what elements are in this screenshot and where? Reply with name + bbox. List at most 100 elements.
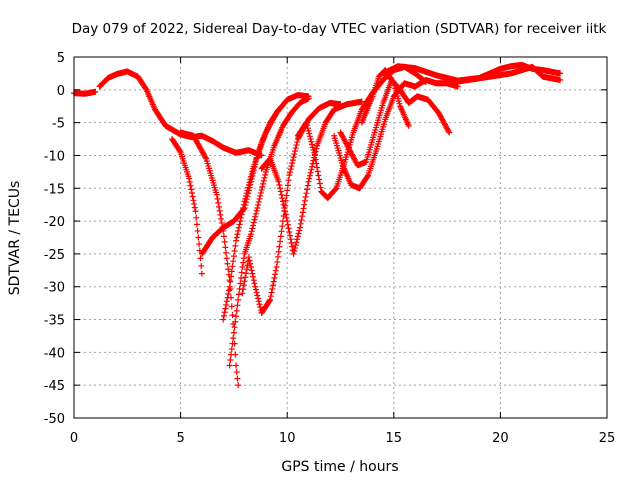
- data-point-marker: [239, 264, 246, 271]
- data-point-marker: [188, 186, 195, 193]
- y-tick-label: -40: [44, 346, 65, 361]
- data-point-marker: [314, 168, 321, 175]
- series-arc-5: [198, 92, 312, 257]
- data-point-marker: [233, 234, 240, 241]
- data-point-marker: [291, 247, 298, 254]
- series-arc-1: [71, 88, 99, 97]
- data-point-marker: [277, 233, 284, 240]
- data-point-marker: [286, 172, 293, 179]
- data-point-marker: [284, 182, 291, 189]
- data-point-marker: [242, 274, 249, 281]
- data-point-marker: [243, 266, 250, 273]
- data-point-marker: [296, 227, 303, 234]
- y-axis-title: SDTVAR / TECUs: [7, 181, 23, 296]
- data-point-marker: [235, 227, 242, 234]
- data-point-marker: [215, 199, 222, 206]
- data-point-marker: [332, 186, 339, 193]
- data-point-marker: [226, 362, 233, 369]
- data-point-marker: [218, 215, 225, 222]
- data-point-marker: [255, 298, 262, 305]
- data-point-marker: [227, 357, 234, 364]
- data-point-marker: [241, 198, 248, 205]
- data-point-marker: [230, 253, 237, 260]
- data-point-marker: [198, 270, 205, 277]
- data-series: [71, 61, 564, 389]
- data-point-marker: [313, 160, 320, 167]
- data-point-marker: [240, 259, 247, 266]
- data-point-marker: [251, 280, 258, 287]
- data-point-marker: [304, 186, 311, 193]
- data-point-marker: [390, 79, 397, 86]
- data-point-marker: [222, 305, 229, 312]
- data-point-marker: [257, 192, 264, 199]
- data-point-marker: [279, 223, 286, 230]
- data-point-marker: [238, 214, 245, 221]
- data-point-marker: [305, 127, 312, 134]
- data-point-marker: [225, 291, 232, 298]
- data-point-marker: [247, 176, 254, 183]
- data-point-marker: [220, 312, 227, 319]
- data-point-marker: [223, 255, 230, 262]
- data-point-marker: [297, 220, 304, 227]
- data-point-marker: [226, 277, 233, 284]
- y-tick-label: -20: [44, 215, 65, 230]
- data-point-marker: [231, 247, 238, 254]
- data-point-marker: [240, 201, 247, 208]
- data-point-marker: [271, 274, 278, 281]
- data-point-marker: [314, 164, 321, 171]
- data-point-marker: [274, 107, 281, 114]
- data-point-marker: [273, 264, 280, 271]
- data-point-marker: [292, 148, 299, 155]
- data-point-marker: [248, 171, 255, 178]
- y-tick-label: -30: [44, 281, 65, 296]
- data-point-marker: [243, 190, 250, 197]
- data-point-marker: [303, 190, 310, 197]
- data-point-marker: [285, 177, 292, 184]
- data-point-marker: [266, 297, 273, 304]
- data-point-marker: [188, 190, 195, 197]
- data-point-marker: [279, 195, 286, 202]
- data-point-marker: [248, 267, 255, 274]
- data-point-marker: [241, 278, 248, 285]
- data-point-marker: [294, 236, 301, 243]
- data-point-marker: [270, 278, 277, 285]
- x-tick-label: 20: [492, 431, 509, 446]
- data-point-marker: [255, 201, 262, 208]
- data-point-marker: [218, 219, 225, 226]
- data-point-marker: [284, 221, 291, 228]
- data-point-marker: [317, 184, 324, 191]
- data-point-marker: [282, 197, 289, 204]
- data-point-marker: [312, 156, 319, 163]
- data-point-marker: [194, 227, 201, 234]
- y-tick-label: -50: [44, 412, 65, 427]
- data-point-marker: [301, 197, 308, 204]
- data-point-marker: [260, 180, 267, 187]
- data-point-marker: [275, 178, 282, 185]
- data-point-marker: [304, 125, 311, 132]
- y-tick-label: -25: [44, 248, 65, 263]
- data-point-marker: [230, 258, 237, 265]
- data-point-marker: [282, 211, 289, 218]
- data-point-marker: [254, 292, 261, 299]
- data-point-marker: [248, 228, 255, 235]
- series-arc-12: [337, 76, 453, 169]
- data-point-marker: [250, 273, 257, 280]
- data-point-marker: [255, 295, 262, 302]
- data-point-marker: [215, 203, 222, 210]
- data-point-marker: [315, 172, 322, 179]
- data-point-marker: [288, 239, 295, 246]
- data-point-marker: [308, 138, 315, 145]
- data-point-marker: [306, 133, 313, 140]
- x-tick-label: 15: [386, 431, 403, 446]
- data-point-marker: [249, 225, 256, 232]
- data-point-marker: [306, 172, 313, 179]
- data-point-marker: [187, 182, 194, 189]
- data-point-marker: [260, 177, 267, 184]
- data-point-marker: [275, 248, 282, 255]
- data-point-marker: [245, 254, 252, 261]
- data-point-marker: [290, 154, 297, 161]
- plot-frame: [73, 56, 608, 419]
- data-point-marker: [557, 76, 564, 83]
- data-point-marker: [228, 346, 235, 353]
- data-point-marker: [216, 207, 223, 214]
